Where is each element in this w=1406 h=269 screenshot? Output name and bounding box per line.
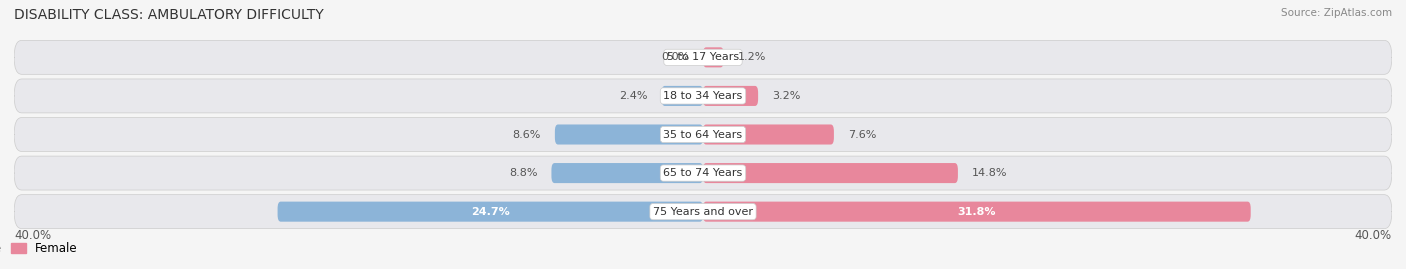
FancyBboxPatch shape	[703, 47, 724, 67]
FancyBboxPatch shape	[14, 79, 1392, 113]
Text: 24.7%: 24.7%	[471, 207, 509, 217]
Text: 14.8%: 14.8%	[972, 168, 1007, 178]
FancyBboxPatch shape	[551, 163, 703, 183]
Text: 40.0%: 40.0%	[14, 229, 51, 242]
Text: 5 to 17 Years: 5 to 17 Years	[666, 52, 740, 62]
FancyBboxPatch shape	[703, 202, 1251, 222]
Text: 7.6%: 7.6%	[848, 129, 876, 140]
FancyBboxPatch shape	[277, 202, 703, 222]
Text: 3.2%: 3.2%	[772, 91, 800, 101]
Text: 0.0%: 0.0%	[661, 52, 689, 62]
Text: 18 to 34 Years: 18 to 34 Years	[664, 91, 742, 101]
FancyBboxPatch shape	[703, 163, 957, 183]
Text: 40.0%: 40.0%	[1355, 229, 1392, 242]
Text: 8.8%: 8.8%	[509, 168, 537, 178]
FancyBboxPatch shape	[14, 40, 1392, 74]
FancyBboxPatch shape	[703, 125, 834, 144]
Text: Source: ZipAtlas.com: Source: ZipAtlas.com	[1281, 8, 1392, 18]
FancyBboxPatch shape	[14, 156, 1392, 190]
Text: 1.2%: 1.2%	[738, 52, 766, 62]
Text: 2.4%: 2.4%	[620, 91, 648, 101]
FancyBboxPatch shape	[662, 86, 703, 106]
Text: 35 to 64 Years: 35 to 64 Years	[664, 129, 742, 140]
FancyBboxPatch shape	[14, 118, 1392, 151]
FancyBboxPatch shape	[703, 86, 758, 106]
FancyBboxPatch shape	[14, 195, 1392, 229]
Text: 31.8%: 31.8%	[957, 207, 995, 217]
Text: DISABILITY CLASS: AMBULATORY DIFFICULTY: DISABILITY CLASS: AMBULATORY DIFFICULTY	[14, 8, 323, 22]
Legend: Male, Female: Male, Female	[0, 242, 77, 255]
Text: 65 to 74 Years: 65 to 74 Years	[664, 168, 742, 178]
FancyBboxPatch shape	[555, 125, 703, 144]
Text: 75 Years and over: 75 Years and over	[652, 207, 754, 217]
Text: 8.6%: 8.6%	[513, 129, 541, 140]
